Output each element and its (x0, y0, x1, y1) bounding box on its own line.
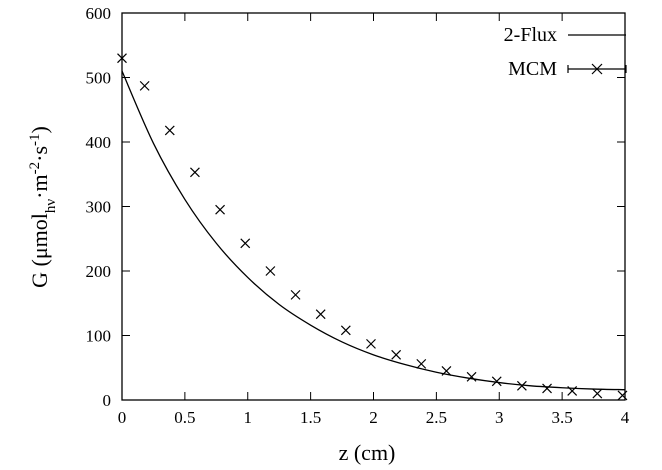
series-mcm-point (567, 386, 578, 396)
mcm-marker-stroke (567, 386, 578, 396)
mcm-marker-stroke (617, 390, 628, 401)
legend-label-mcm: MCM (508, 58, 557, 80)
y-tick-label: 300 (86, 198, 112, 217)
series-mcm-point (592, 388, 603, 399)
x-tick-label: 0 (118, 408, 127, 427)
series-mcm-point (215, 204, 226, 215)
y-tick-label: 500 (86, 69, 112, 88)
mcm-marker-stroke (491, 376, 502, 387)
series-mcm-point (441, 366, 452, 376)
mcm-marker-stroke (315, 309, 326, 320)
x-axis-ticks: 0 0.5 1 1.5 2 2.5 3 3.5 4 (118, 13, 630, 427)
series-mcm-point (491, 376, 502, 387)
x-tick-label: 3 (495, 408, 504, 427)
mcm-marker-stroke (117, 53, 127, 64)
x-tick-label: 2.5 (426, 408, 447, 427)
series-mcm-point (416, 358, 427, 369)
legend-label-2-flux: 2-Flux (504, 24, 557, 46)
series-mcm-point (542, 383, 552, 394)
series-mcm-point (516, 380, 527, 391)
series-mcm-point (117, 53, 127, 64)
series-mcm-point (265, 266, 276, 276)
y-axis-ticks: 0 100 200 300 400 500 600 (86, 4, 625, 410)
series-mcm-point (366, 338, 376, 349)
mcm-marker-stroke (139, 80, 150, 91)
mcm-marker-stroke (240, 238, 251, 249)
mcm-marker-stroke (441, 366, 452, 376)
y-axis-label: G (μmolhν·m-2·s-1) (27, 126, 59, 288)
mcm-marker-stroke (391, 349, 402, 360)
x-tick-label: 3.5 (552, 408, 573, 427)
y-tick-label: 0 (103, 391, 112, 410)
y-tick-label: 400 (86, 133, 112, 152)
legend: 2-Flux MCM (504, 24, 627, 80)
mcm-marker-stroke (290, 289, 301, 300)
x-tick-label: 4 (621, 408, 630, 427)
series-mcm-point (617, 390, 628, 401)
series-mcm-point (190, 167, 200, 178)
mcm-marker-stroke (190, 167, 200, 178)
x-tick-label: 1.5 (300, 408, 321, 427)
legend-swatch-mcm (567, 63, 627, 75)
series-mcm-point (290, 289, 301, 300)
mcm-marker-stroke (265, 266, 276, 276)
x-tick-label: 2 (369, 408, 378, 427)
mcm-marker-stroke (215, 204, 226, 215)
mcm-marker-stroke (542, 383, 552, 394)
y-tick-label: 200 (86, 262, 112, 281)
series-mcm-point (315, 309, 326, 320)
mcm-marker-stroke (516, 380, 527, 391)
mcm-marker-stroke (366, 338, 376, 349)
x-axis-label: z (cm) (339, 440, 396, 465)
mcm-marker-stroke (340, 325, 351, 336)
mcm-marker-stroke (592, 388, 603, 399)
series-mcm-point (139, 80, 150, 91)
mcm-marker-stroke (416, 358, 427, 369)
series-2-flux-line (121, 70, 626, 391)
series-mcm-point (466, 371, 477, 382)
x-tick-label: 1 (244, 408, 253, 427)
series-mcm-point (391, 349, 402, 360)
mcm-marker-stroke (164, 125, 175, 136)
series-mcm-point (164, 125, 175, 136)
y-tick-label: 100 (86, 327, 112, 346)
mcm-marker-stroke (466, 371, 477, 382)
y-tick-label: 600 (86, 4, 112, 23)
series-mcm-point (240, 238, 251, 249)
series-layer (117, 53, 628, 401)
x-tick-label: 0.5 (174, 408, 195, 427)
series-mcm-point (340, 325, 351, 336)
